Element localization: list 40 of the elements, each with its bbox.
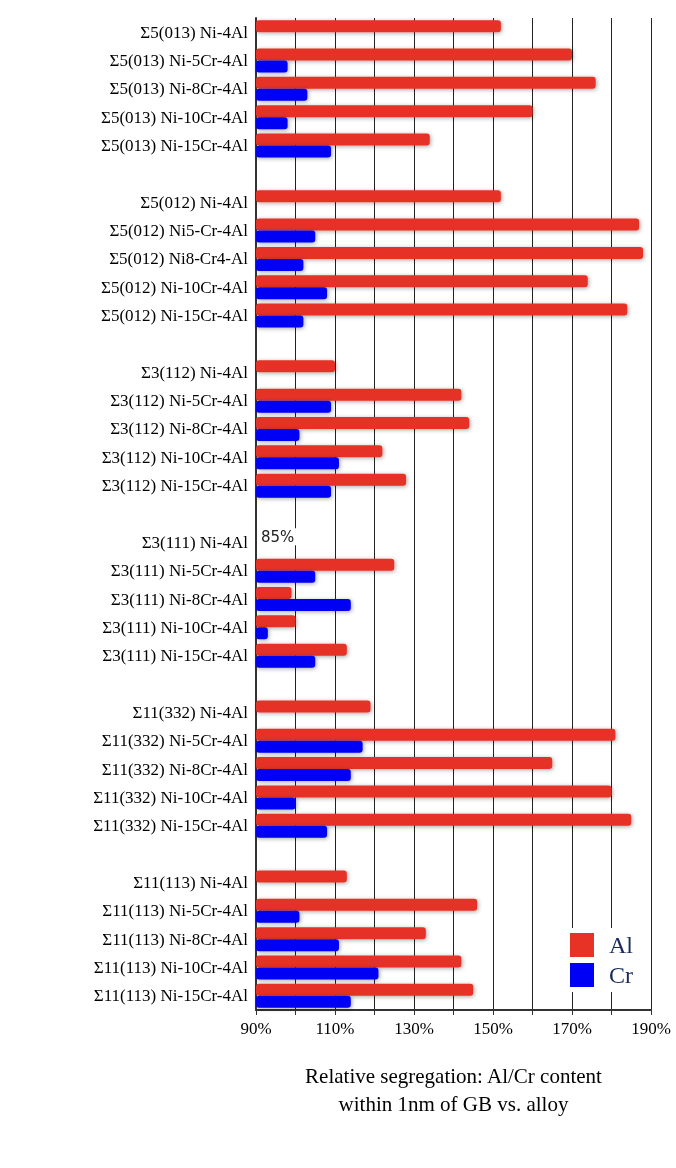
y-tick-label: Σ3(111) Ni-5Cr-4Al [110,561,249,581]
y-tick-label: Σ5(013) Ni-10Cr-4Al [101,107,249,127]
x-tick-label: 170% [552,1019,592,1038]
x-tick-label: 110% [315,1019,355,1038]
legend-label: Al [609,932,634,958]
y-tick-label: Σ3(111) Ni-8Cr-4Al [110,589,249,609]
y-tick-label: Σ5(012) Ni5-Cr-4Al [109,221,249,241]
y-tick-label: Σ11(113) Ni-10Cr-4Al [93,957,249,977]
y-tick-label: Σ11(332) Ni-8Cr-4Al [101,759,249,779]
y-tick-label: Σ11(332) Ni-5Cr-4Al [101,731,249,751]
x-tick-label: 90% [240,1019,272,1038]
legend-label: Cr [609,962,634,988]
y-tick-label: Σ11(113) Ni-5Cr-4Al [102,901,249,921]
y-tick-label: Σ5(012) Ni8-Cr4-Al [109,249,249,269]
x-tick-label: 150% [473,1019,513,1038]
x-tick-label: 130% [394,1019,434,1038]
y-tick-label: Σ3(111) Ni-4Al [141,532,249,552]
y-tick-label: Σ3(112) Ni-10Cr-4Al [101,447,249,467]
y-tick-label: Σ11(113) Ni-8Cr-4Al [102,929,249,949]
y-tick-label: Σ3(112) Ni-8Cr-4Al [110,419,249,439]
y-tick-label: Σ5(013) Ni-15Cr-4Al [101,136,249,156]
y-tick-label: Σ3(111) Ni-15Cr-4Al [102,646,249,666]
y-tick-label: Σ5(012) Ni-15Cr-4Al [101,306,249,326]
x-tick-label: 190% [631,1019,671,1038]
y-tick-label: Σ11(113) Ni-15Cr-4Al [93,986,249,1006]
y-tick-label: Σ5(013) Ni-8Cr-4Al [109,79,249,99]
y-tick-label: Σ3(112) Ni-15Cr-4Al [101,476,249,496]
y-tick-label: Σ11(332) Ni-4Al [132,702,249,722]
y-tick-label: Σ5(013) Ni-5Cr-4Al [109,51,249,71]
y-tick-label: Σ3(112) Ni-5Cr-4Al [110,391,249,411]
x-axis-title: Relative segregation: Al/Cr content within 1nm of GB vs. alloy [305,1064,603,1116]
y-tick-label: Σ3(112) Ni-4Al [141,362,249,382]
y-tick-label: Σ11(113) Ni-4Al [133,872,249,892]
y-tick-label: Σ11(332) Ni-15Cr-4Al [93,816,249,836]
y-tick-label: Σ5(013) Ni-4Al [140,22,249,42]
annotation: 85% [261,527,295,546]
y-tick-label: Σ11(332) Ni-10Cr-4Al [93,787,249,807]
y-tick-label: Σ5(012) Ni-4Al [140,192,249,212]
y-tick-label: Σ3(111) Ni-10Cr-4Al [102,617,249,637]
y-tick-label: Σ5(012) Ni-10Cr-4Al [101,277,249,297]
